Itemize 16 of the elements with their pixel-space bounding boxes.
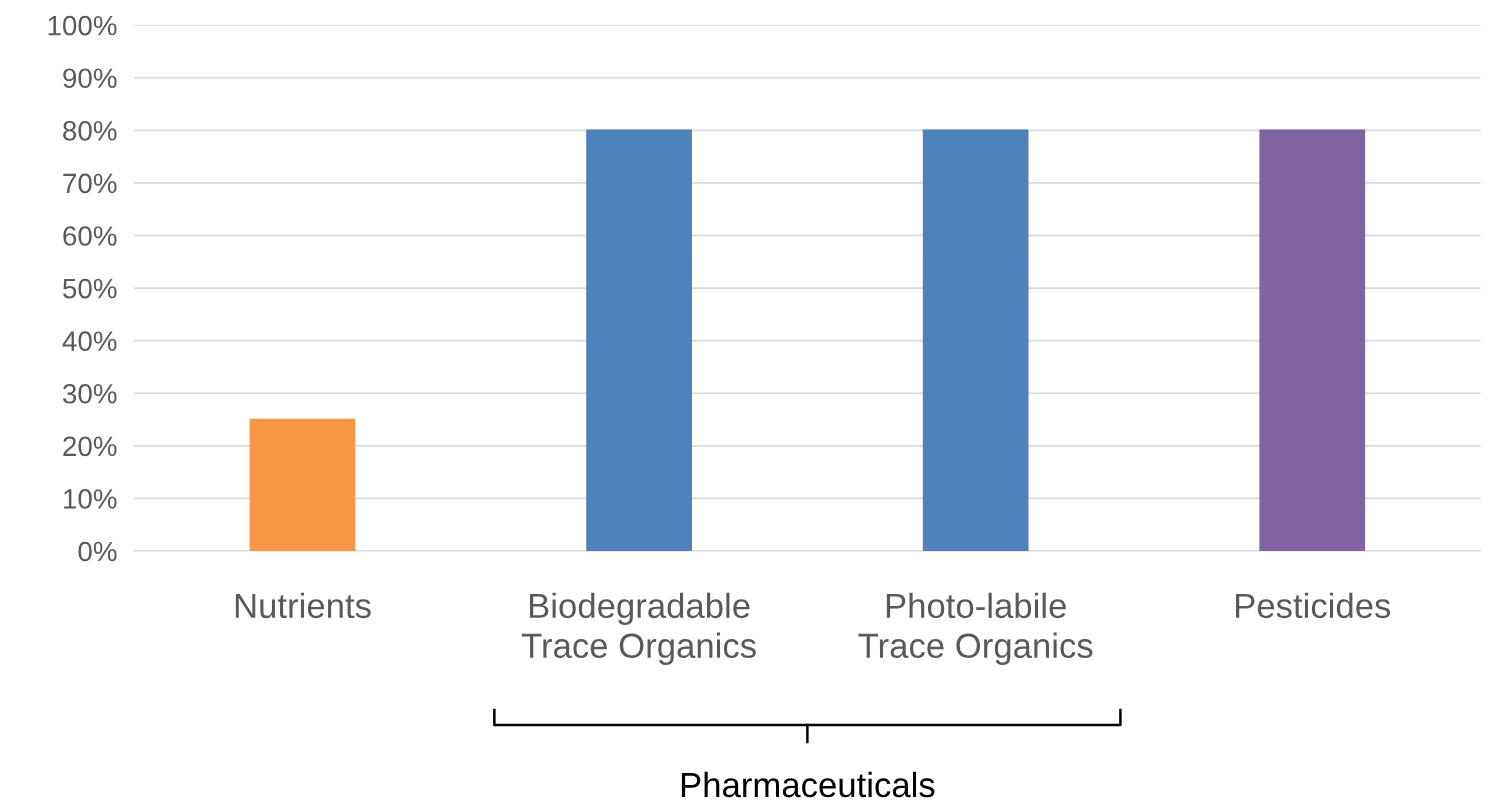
y-tick-label: 90% [63,68,117,89]
x-tick-label: Photo-labile Trace Organics [858,592,1093,665]
y-tick-label: 0% [78,541,117,562]
x-tick-label: Biodegradable Trace Organics [521,592,756,665]
x-tick-label: Pesticides [1235,592,1391,619]
y-tick-label: 50% [63,278,117,299]
y-tick-label: 40% [62,331,117,351]
x-tick-label: Nutrients [235,592,371,619]
y-tick-label: 10% [64,489,117,509]
y-tick-label: 70% [63,173,117,194]
text: Pharmaceuticals [681,771,935,798]
y-tick-label: 20% [63,436,117,457]
y-tick-label: 60% [63,226,117,246]
y-tick-label: 100% [48,15,117,36]
y-tick-label: 30% [62,383,117,404]
y-tick-label: 80% [63,120,117,141]
